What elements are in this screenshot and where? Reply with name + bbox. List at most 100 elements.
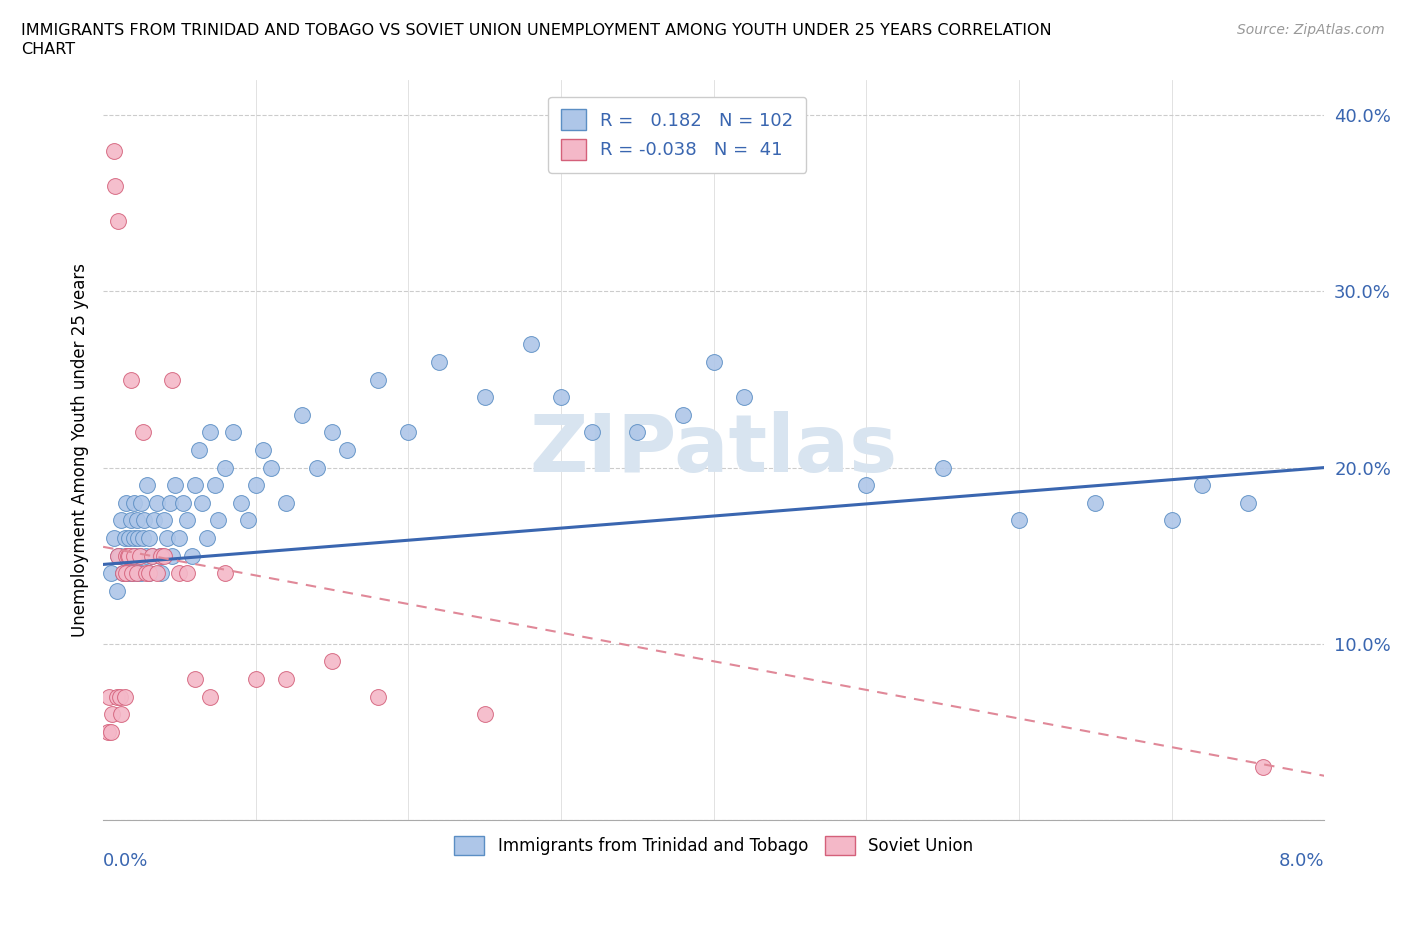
Point [114,531,136,546]
Point [136,478,159,493]
Point [172,496,194,511]
Point [121,565,143,580]
Point [100,724,122,739]
Point [703,354,725,369]
Point [207,513,229,528]
Point [125,565,148,580]
Point [150,565,173,580]
Point [519,337,541,352]
Point [115,548,138,563]
Point [245,478,267,493]
Point [105,689,128,704]
Point [1237,496,1260,511]
Point [135,548,157,563]
Point [153,513,176,528]
Point [236,513,259,528]
Point [855,478,877,493]
Point [138,531,160,546]
Point [159,496,181,511]
Point [108,548,131,563]
Point [107,548,129,563]
Point [128,548,150,563]
Point [125,565,148,580]
Point [141,548,163,563]
Legend: Immigrants from Trinidad and Tobago, Soviet Union: Immigrants from Trinidad and Tobago, Sov… [446,828,981,863]
Point [672,407,695,422]
Point [626,425,648,440]
Point [160,548,183,563]
Point [129,496,152,511]
Text: 8.0%: 8.0% [1279,852,1324,870]
Point [115,565,138,580]
Point [474,390,496,405]
Point [107,548,129,563]
Point [121,565,143,580]
Point [145,496,167,511]
Point [103,143,125,158]
Point [129,565,152,580]
Point [367,689,389,704]
Point [367,372,389,387]
Point [115,496,138,511]
Point [142,513,165,528]
Point [117,548,139,563]
Text: Source: ZipAtlas.com: Source: ZipAtlas.com [1237,23,1385,37]
Point [160,372,183,387]
Point [163,478,186,493]
Point [138,565,160,580]
Point [932,460,955,475]
Point [132,425,155,440]
Point [120,548,142,563]
Point [245,671,267,686]
Point [132,531,155,546]
Point [581,425,603,440]
Point [276,496,298,511]
Point [191,496,214,511]
Point [122,548,145,563]
Point [110,513,132,528]
Point [214,565,236,580]
Point [100,565,122,580]
Point [135,565,157,580]
Point [120,372,142,387]
Point [127,531,149,546]
Point [336,443,359,458]
Point [115,548,138,563]
Point [321,425,343,440]
Point [141,548,163,563]
Point [252,443,274,458]
Point [122,531,145,546]
Point [1191,478,1213,493]
Point [124,548,146,563]
Point [118,531,141,546]
Point [156,531,179,546]
Point [111,565,134,580]
Point [117,565,139,580]
Point [1084,496,1107,511]
Y-axis label: Unemployment Among Youth under 25 years: Unemployment Among Youth under 25 years [72,263,89,637]
Text: IMMIGRANTS FROM TRINIDAD AND TOBAGO VS SOVIET UNION UNEMPLOYMENT AMONG YOUTH UND: IMMIGRANTS FROM TRINIDAD AND TOBAGO VS S… [21,23,1052,38]
Point [180,548,202,563]
Point [204,478,226,493]
Point [550,390,572,405]
Point [153,548,176,563]
Point [733,390,755,405]
Point [114,689,136,704]
Point [108,689,131,704]
Point [169,565,191,580]
Point [260,460,283,475]
Point [398,425,420,440]
Text: CHART: CHART [21,42,75,57]
Point [118,548,141,563]
Point [149,548,172,563]
Point [111,565,134,580]
Point [110,707,132,722]
Point [305,460,328,475]
Point [198,689,221,704]
Point [120,513,142,528]
Point [1160,513,1182,528]
Point [1253,760,1275,775]
Point [229,496,252,511]
Text: ZIPatlas: ZIPatlas [530,411,898,489]
Point [214,460,236,475]
